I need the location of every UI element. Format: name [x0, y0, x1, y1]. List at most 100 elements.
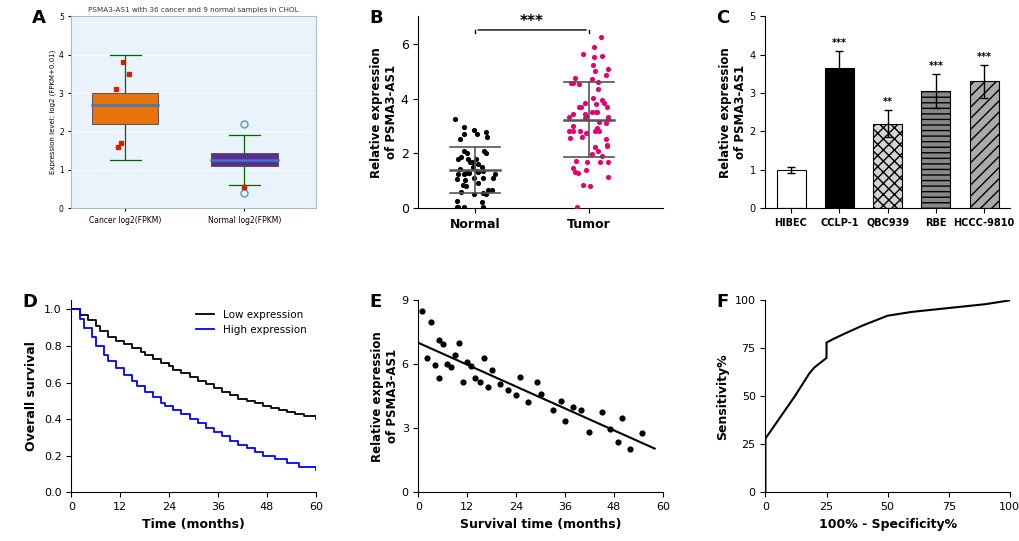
Point [479, 133, 495, 141]
Point [562, 78, 579, 87]
Point [561, 134, 578, 143]
Point [458, 169, 474, 177]
Point [566, 168, 582, 177]
Point [461, 169, 477, 178]
Point [459, 358, 475, 367]
Bar [920, 91, 950, 208]
Point [478, 128, 494, 136]
Point [593, 408, 609, 417]
Text: F: F [716, 293, 729, 311]
Text: ***: *** [976, 52, 990, 62]
Point [470, 179, 486, 187]
X-axis label: 100% - Specificity%: 100% - Specificity% [818, 518, 956, 531]
Point [589, 85, 605, 94]
Point [438, 359, 454, 368]
Text: D: D [22, 293, 38, 311]
Point [570, 169, 586, 177]
Point [455, 202, 472, 211]
Point [454, 181, 471, 190]
Point [598, 142, 614, 151]
Point [592, 33, 608, 42]
Point [479, 382, 495, 391]
Point [565, 79, 581, 88]
Point [593, 151, 609, 160]
Text: B: B [369, 9, 383, 27]
Point [430, 336, 446, 345]
Point [589, 124, 605, 133]
Point [577, 99, 593, 108]
Point [466, 189, 482, 198]
Point [468, 155, 484, 163]
Point [581, 428, 597, 437]
Bar [824, 68, 853, 208]
Point [622, 445, 638, 454]
Point [576, 114, 592, 122]
Y-axis label: Expression level: log2 (FPKM+0.01): Expression level: log2 (FPKM+0.01) [50, 50, 56, 174]
Point [418, 354, 434, 362]
Text: ***: *** [520, 14, 543, 29]
Point [475, 167, 491, 175]
Point [463, 362, 479, 371]
Point [485, 174, 501, 182]
Point [448, 196, 465, 205]
Point [474, 202, 490, 211]
Point [491, 380, 507, 388]
Point [480, 186, 496, 195]
Point [455, 170, 472, 179]
Y-axis label: Relative expression
of PSMA3-AS1: Relative expression of PSMA3-AS1 [371, 331, 398, 461]
Point [473, 163, 489, 171]
Point [544, 406, 560, 414]
Point [457, 176, 473, 184]
Point [593, 96, 609, 104]
Point [457, 181, 473, 190]
Point [585, 52, 601, 61]
Point [564, 163, 580, 172]
Point [576, 110, 592, 118]
Point [565, 403, 581, 411]
Point [579, 157, 595, 166]
Point [452, 153, 469, 162]
Point [588, 108, 604, 116]
Point [454, 378, 471, 386]
Point [459, 149, 475, 157]
Point [597, 70, 613, 79]
Point [567, 74, 583, 83]
Point [469, 167, 485, 176]
Point [470, 160, 486, 169]
Point [573, 405, 589, 414]
Point [434, 340, 450, 348]
Point [459, 155, 475, 163]
Point [451, 165, 468, 174]
Point [583, 150, 599, 159]
Point [430, 374, 446, 382]
Point [584, 74, 600, 83]
Point [442, 362, 459, 371]
Point [590, 147, 606, 155]
Point [589, 108, 605, 117]
Point [446, 115, 463, 124]
Point [422, 318, 438, 327]
Point [564, 127, 580, 136]
Point [499, 386, 516, 395]
Point [477, 190, 493, 199]
Point [565, 110, 581, 118]
Point [587, 67, 603, 75]
Point [465, 157, 481, 166]
Point [520, 397, 536, 406]
Point [601, 424, 618, 433]
Text: **: ** [881, 97, 892, 107]
Point [584, 61, 600, 69]
Point [454, 147, 471, 155]
Point [455, 130, 472, 138]
Bar [92, 93, 158, 124]
Point [475, 174, 491, 183]
Point [599, 114, 615, 123]
Point [590, 117, 606, 126]
Point [574, 133, 590, 141]
Legend: Low expression, High expression: Low expression, High expression [192, 306, 310, 339]
Point [507, 391, 524, 399]
Point [577, 129, 593, 137]
Point [598, 140, 614, 149]
Point [484, 186, 500, 194]
Point [450, 339, 467, 347]
